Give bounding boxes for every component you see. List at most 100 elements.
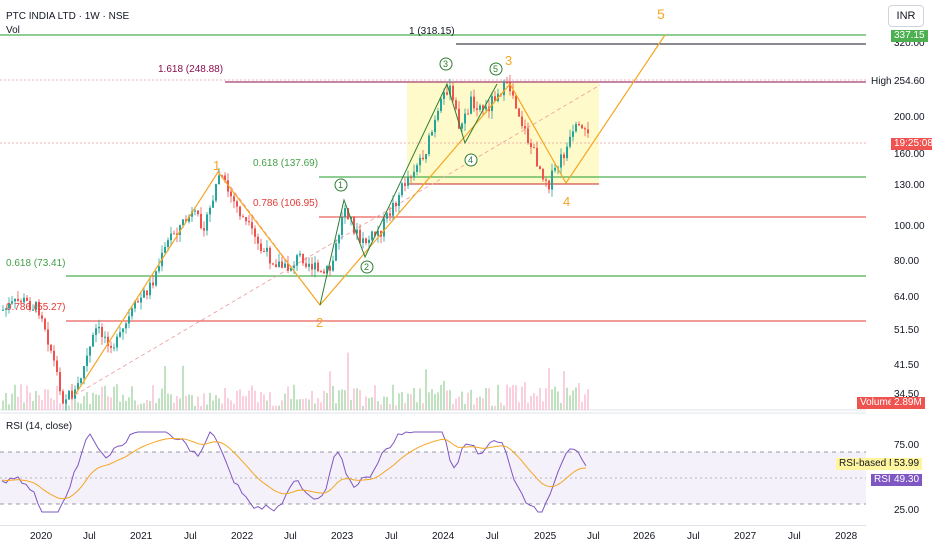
symbol-title[interactable]: PTC INDIA LTD · 1W · NSE [6,11,130,22]
volume-bar [110,397,112,410]
fib-0618-a-label: 0.618 (137.69) [253,158,319,169]
candle-body [485,106,487,110]
volume-bar [56,385,58,410]
candle-body [206,214,208,231]
candle-body [362,238,364,243]
volume-bar [389,403,391,410]
candle-body [479,105,481,110]
candle-body [431,132,433,136]
candle-body [119,332,121,337]
candle-body [221,175,223,177]
candle-body [80,378,82,383]
candle-body [368,239,370,243]
candle-body [38,301,40,316]
volume-bar [239,389,241,410]
volume-bar [311,390,313,410]
candle-body [503,82,505,96]
fib-0618-b-label: 0.618 (73.41) [6,258,66,269]
volume-bar [560,403,562,410]
volume-bar [407,393,409,410]
candle-body [437,110,439,120]
currency-button[interactable]: INR [888,5,924,27]
candle-body [101,326,103,337]
volume-bar [380,404,382,410]
candle-body [476,108,478,110]
candle-body [107,336,109,346]
volume-bar [293,384,295,410]
candle-body [167,240,169,247]
volume-bar [77,402,79,410]
volume-bar [449,390,451,410]
candle-body [428,135,430,155]
volume-bar [179,398,181,410]
candle-body [191,211,193,217]
time-tick-2028: 2028 [835,531,858,542]
rsi-tick-75: 75.00 [894,440,920,451]
volume-bar [539,387,541,410]
candle-body [203,228,205,231]
volume-bar [314,403,316,410]
candle-body [422,157,424,160]
candle-body [200,214,202,229]
candle-body [326,265,328,274]
volume-bar [236,390,238,410]
candle-body [188,216,190,222]
candle-body [152,282,154,286]
candle-body [542,169,544,180]
candle-body [311,263,313,270]
volume-bar [23,402,25,410]
volume-bar [185,395,187,410]
volume-bar [74,398,76,410]
volume-bar [224,388,226,410]
rsi-title[interactable]: RSI (14, close) [6,421,73,432]
volume-bar [47,389,49,410]
volume-bar [329,371,331,410]
volume-bar [194,405,196,410]
volume-bar [275,405,277,410]
candle-body [230,191,232,197]
rsi-ma-line [1,438,587,500]
candle-body [122,328,124,333]
volume-bar [50,398,52,410]
volume-bar [350,399,352,410]
candle-body [287,263,289,271]
candle-body [65,399,67,404]
candle-body [524,126,526,129]
candle-body [248,221,250,223]
elliott-wave-primary [74,34,666,396]
volume-bar [95,394,97,410]
volume-bar [257,402,259,410]
candle-body [251,222,253,229]
volume-bar [335,403,337,410]
volume-indicator-label[interactable]: Vol [6,25,20,36]
candle-body [272,263,274,265]
volume-bar [485,387,487,410]
volume-bar [395,405,397,410]
time-axis[interactable] [0,525,866,551]
candle-body [284,263,286,268]
candle-body [56,360,58,373]
volume-bar [341,389,343,410]
candle-body [482,105,484,110]
volume-bar [134,400,136,410]
volume-bar [215,395,217,410]
volume-bar [155,403,157,410]
candle-body [575,123,577,132]
candle-body [374,231,376,236]
candle-body [458,108,460,129]
volume-bar [323,390,325,410]
candle-body [533,147,535,149]
price-axis[interactable]: 320.00 200.00 160.00 130.00 100.00 80.00… [866,0,932,410]
volume-bar [452,403,454,410]
candle-body [335,243,337,261]
candle-body [317,262,319,272]
candle-body [296,255,298,266]
candle-body [440,99,442,111]
price-tick-80: 80.00 [894,256,920,267]
volume-bar [167,393,169,410]
volume-bar [2,400,4,410]
candle-body [47,329,49,345]
volume-bar [518,402,520,410]
candle-body [263,251,265,253]
